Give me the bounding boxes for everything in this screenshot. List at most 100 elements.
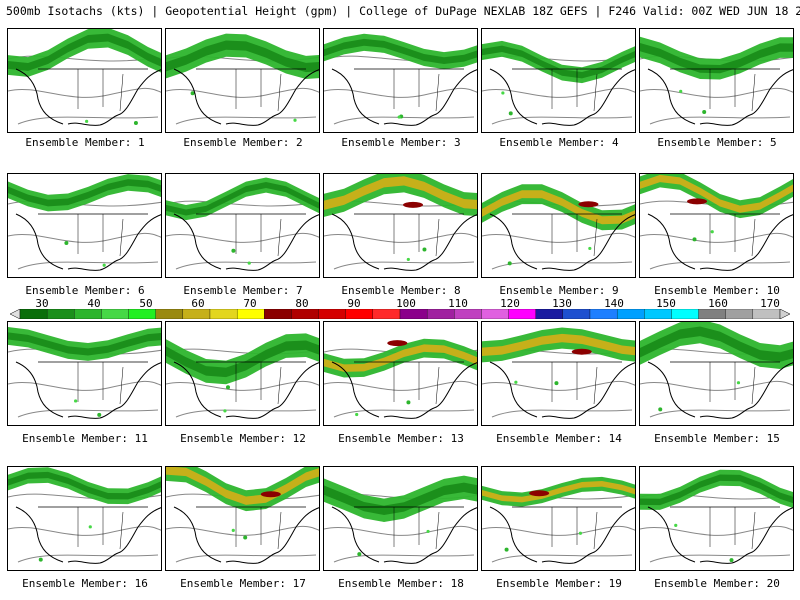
ensemble-member-label: Ensemble Member: 18 (338, 577, 464, 590)
map-canvas (166, 333, 319, 419)
isotach-colorbar (10, 309, 790, 319)
map-title: 500mb Isotachs (kts) | Geopotential Heig… (6, 4, 800, 18)
map-canvas (640, 174, 793, 271)
colorbar-swatch (128, 309, 156, 319)
ensemble-member-label: Ensemble Member: 5 (657, 136, 777, 149)
map-canvas (482, 327, 635, 419)
ensemble-member-map (165, 466, 320, 571)
colorbar-swatch (616, 309, 645, 319)
colorbar-tick: 50 (139, 297, 153, 310)
map-canvas (166, 467, 319, 564)
colorbar-swatch (752, 309, 781, 319)
colorbar-swatch (46, 309, 75, 319)
colorbar-tick: 40 (87, 297, 101, 310)
ensemble-member-label: Ensemble Member: 16 (22, 577, 148, 590)
colorbar-swatch (698, 309, 726, 319)
ensemble-member-map (323, 321, 478, 426)
colorbar-swatch (454, 309, 482, 319)
colorbar-tick: 160 (708, 297, 728, 310)
colorbar-tick: 150 (656, 297, 676, 310)
ensemble-member-label: Ensemble Member: 17 (180, 577, 306, 590)
colorbar-swatch (101, 309, 129, 319)
ensemble-member-label: Ensemble Member: 15 (654, 432, 780, 445)
map-canvas (8, 467, 161, 564)
colorbar-tick: 170 (760, 297, 780, 310)
ensemble-member-map (7, 28, 162, 133)
colorbar-tick: 80 (295, 297, 309, 310)
colorbar-swatch (671, 309, 699, 319)
ensemble-member-map (7, 466, 162, 571)
ensemble-member-label: Ensemble Member: 12 (180, 432, 306, 445)
ensemble-member-map (481, 321, 636, 426)
colorbar-swatch (426, 309, 455, 319)
ensemble-member-map (639, 28, 794, 133)
map-canvas (8, 326, 161, 419)
ensemble-member-label: Ensemble Member: 4 (499, 136, 619, 149)
colorbar-swatch (182, 309, 211, 319)
colorbar-swatch (345, 309, 374, 319)
colorbar-swatch (725, 309, 754, 319)
colorbar-left-arrow (10, 309, 21, 319)
ensemble-member-map (323, 28, 478, 133)
colorbar-swatch (589, 309, 618, 319)
ensemble-member-map (165, 321, 320, 426)
ensemble-member-map (639, 321, 794, 426)
ensemble-member-label: Ensemble Member: 1 (25, 136, 145, 149)
ensemble-member-label: Ensemble Member: 19 (496, 577, 622, 590)
colorbar-tick: 100 (396, 297, 416, 310)
colorbar-swatch (264, 309, 292, 319)
ensemble-member-label: Ensemble Member: 9 (499, 284, 619, 297)
ensemble-member-label: Ensemble Member: 20 (654, 577, 780, 590)
colorbar-tick: 60 (191, 297, 205, 310)
colorbar-tick: 90 (347, 297, 361, 310)
ensemble-member-map (323, 173, 478, 278)
ensemble-member-label: Ensemble Member: 2 (183, 136, 303, 149)
colorbar-swatch (19, 309, 48, 319)
ensemble-member-map (481, 466, 636, 571)
colorbar-tick: 110 (448, 297, 468, 310)
map-canvas (324, 33, 477, 126)
colorbar-swatch (399, 309, 428, 319)
map-canvas (8, 174, 161, 271)
colorbar-tick: 120 (500, 297, 520, 310)
map-canvas (482, 40, 635, 126)
ensemble-member-label: Ensemble Member: 14 (496, 432, 622, 445)
ensemble-member-map (481, 28, 636, 133)
map-canvas (640, 469, 793, 564)
ensemble-member-map (165, 28, 320, 133)
ensemble-member-label: Ensemble Member: 6 (25, 284, 145, 297)
ensemble-member-map (323, 466, 478, 571)
colorbar-swatch (562, 309, 591, 319)
ensemble-member-map (7, 321, 162, 426)
ensemble-member-label: Ensemble Member: 10 (654, 284, 780, 297)
colorbar-swatch (318, 309, 346, 319)
map-canvas (640, 322, 793, 419)
colorbar-swatch (209, 309, 238, 319)
colorbar-swatch (236, 309, 265, 319)
colorbar-swatch (535, 309, 564, 319)
colorbar-swatch (155, 309, 184, 319)
map-canvas (482, 184, 635, 271)
ensemble-member-map (639, 173, 794, 278)
colorbar-tick: 30 (35, 297, 49, 310)
colorbar-swatch (508, 309, 536, 319)
ensemble-member-label: Ensemble Member: 3 (341, 136, 461, 149)
ensemble-member-map (165, 173, 320, 278)
colorbar-tick: 140 (604, 297, 624, 310)
map-canvas (166, 177, 319, 271)
map-canvas (324, 475, 477, 564)
ensemble-member-label: Ensemble Member: 8 (341, 284, 461, 297)
ensemble-member-map (7, 173, 162, 278)
ensemble-member-map (481, 173, 636, 278)
map-canvas (324, 338, 477, 419)
ensemble-member-label: Ensemble Member: 13 (338, 432, 464, 445)
colorbar-swatch (74, 309, 102, 319)
colorbar-swatch (372, 309, 401, 319)
ensemble-member-map (639, 466, 794, 571)
map-canvas (324, 174, 477, 271)
colorbar-swatch (481, 309, 509, 319)
colorbar-tick: 70 (243, 297, 257, 310)
map-canvas (166, 33, 319, 126)
colorbar-swatch (291, 309, 319, 319)
map-canvas (8, 29, 161, 126)
